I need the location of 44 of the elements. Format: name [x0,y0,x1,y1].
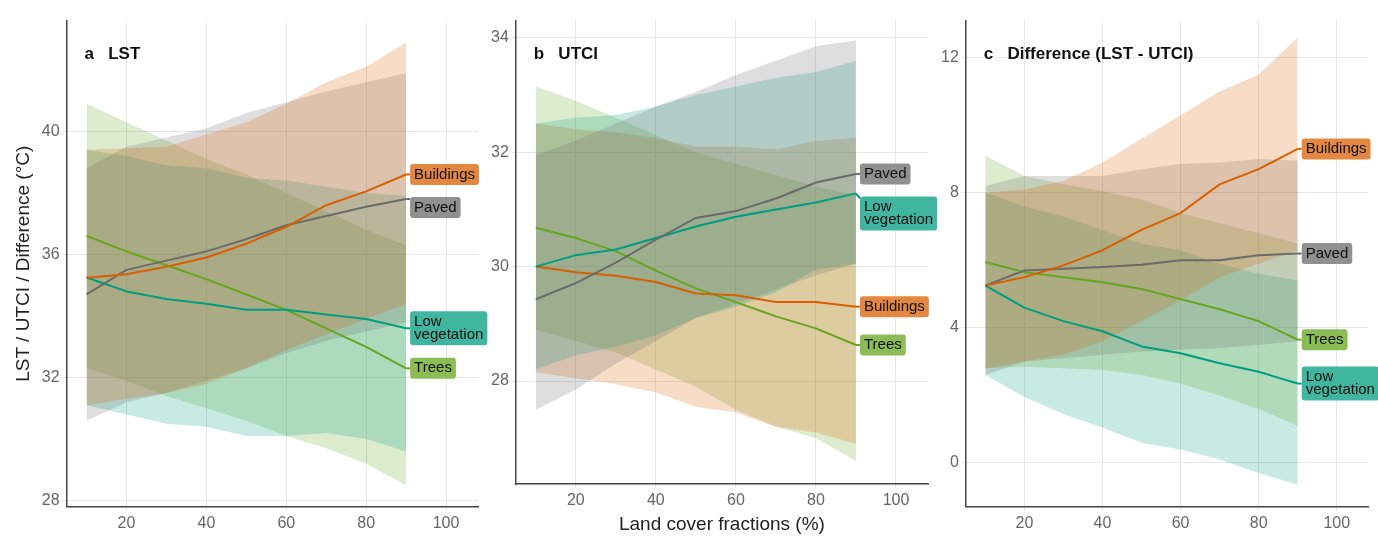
x-tick-label: 60 [277,513,296,531]
y-tick-label: 8 [949,183,959,201]
legend-label: Low vegetation [414,311,484,342]
legend-label: Paved [414,197,457,215]
x-tick-label: 80 [807,491,825,509]
legend-label: Trees [1305,329,1344,347]
legend-label: Buildings [414,164,475,182]
y-tick-label: 30 [491,257,509,275]
series-label: Low vegetation [863,197,934,228]
legend-label: Low vegetation [1305,367,1375,398]
x-tick-label: 20 [566,491,585,509]
y-tick-label: 28 [491,371,509,389]
y-tick-label: 34 [491,28,509,46]
x-tick-label: 40 [646,491,665,509]
y-tick-label: 0 [949,453,959,471]
x-tick-label: 20 [117,513,136,531]
x-tick-label: 20 [1015,513,1034,531]
legend-label: Trees [414,358,452,376]
y-tick-label: 40 [41,121,60,139]
x-tick-label: 40 [197,513,216,531]
y-tick-label: 28 [41,491,60,509]
x-tick-label: 80 [1249,513,1268,531]
x-axis-title: Land cover fractions (%) [618,512,825,534]
y-tick-label: 12 [941,48,959,66]
x-tick-label: 60 [727,491,745,509]
y-axis-title: LST / UTCI / Difference (°C) [11,145,33,382]
legend-label: Buildings [863,296,925,314]
legend-label: Paved [1305,243,1349,261]
text: c Difference (LST - UTCI) [983,44,1194,64]
y-tick-label: 32 [41,367,60,385]
legend-label: Buildings [1305,139,1367,157]
y-tick-label: 36 [41,244,60,262]
legend-label: Trees [863,335,902,353]
x-tick-label: 100 [882,491,910,509]
y-tick-label: 4 [949,318,959,336]
x-tick-label: 80 [357,513,376,531]
text: a LST [84,44,141,64]
text: b UTCI [533,44,599,64]
x-tick-label: 100 [1323,513,1351,531]
legend-label: Paved [863,164,907,182]
y-tick-label: 32 [491,142,509,160]
x-tick-label: 100 [432,513,460,531]
x-tick-label: 40 [1093,513,1112,531]
x-tick-label: 60 [1171,513,1190,531]
